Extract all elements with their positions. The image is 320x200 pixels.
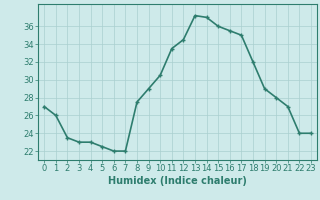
X-axis label: Humidex (Indice chaleur): Humidex (Indice chaleur) bbox=[108, 176, 247, 186]
